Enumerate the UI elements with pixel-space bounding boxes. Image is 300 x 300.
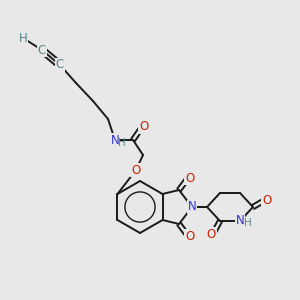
Text: N: N: [188, 200, 196, 214]
Text: C: C: [38, 44, 46, 56]
Text: C: C: [56, 58, 64, 71]
Text: O: O: [206, 227, 216, 241]
Text: O: O: [140, 121, 148, 134]
Text: O: O: [262, 194, 272, 206]
Text: H: H: [244, 218, 252, 228]
Text: O: O: [185, 172, 195, 184]
Text: O: O: [131, 164, 141, 176]
Text: N: N: [236, 214, 244, 227]
Text: H: H: [118, 138, 126, 148]
Text: O: O: [185, 230, 195, 242]
Text: H: H: [19, 32, 27, 44]
Text: N: N: [111, 134, 119, 146]
